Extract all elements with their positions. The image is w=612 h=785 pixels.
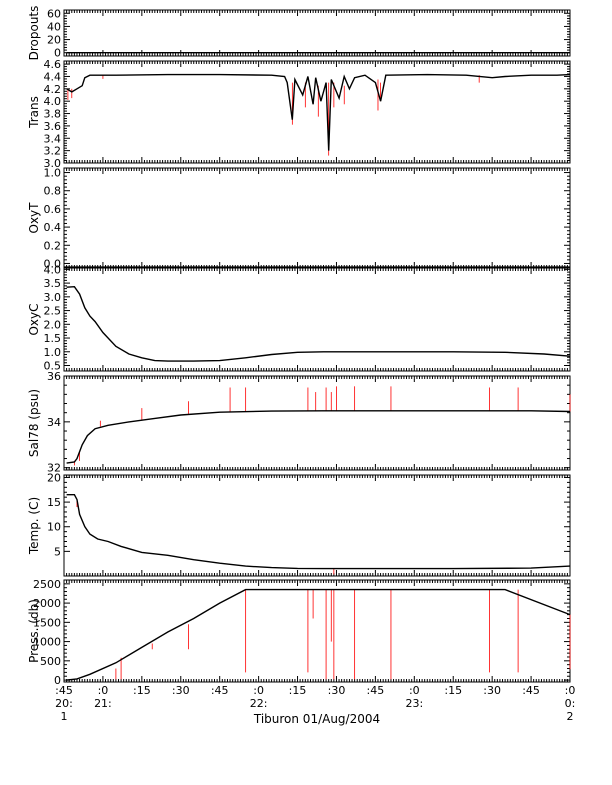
y-tick-label: 0 [54,674,61,687]
y-axis-label-trans: Trans [27,96,41,129]
panel-temp: 5 10 15 20 Temp. (C) [27,471,571,577]
y-tick-label: 3.0 [44,157,62,170]
x-tick-label: :0 [253,684,264,697]
y-tick-label: 0.5 [44,360,62,373]
series-line-sal78 [66,410,571,464]
y-tick-label: 2500 [33,578,61,591]
y-tick-label: 4.4 [44,70,62,83]
series-line-press [66,588,571,681]
x-tick-label: :30 [483,684,501,697]
panel-frame [63,9,571,57]
x-tick-label: :45 [522,684,540,697]
x-tick-label: :0 [409,684,420,697]
y-tick-label: 3.6 [44,120,62,133]
x-day-label: 2 [567,710,574,723]
panel-frame [63,375,571,471]
y-tick-label: 1.5 [44,332,62,345]
y-tick-label: 20 [47,471,61,484]
y-tick-label: 2000 [33,597,61,610]
y-tick-label: 40 [47,20,61,33]
x-hour-label: 22: [250,697,268,710]
x-tick-label: :15 [444,684,462,697]
series-line-oxyc [66,285,571,362]
y-axis-label-oxyc: OxyC [27,303,41,335]
panel-frame [63,167,571,269]
panel-oxyt: 0.0 0.2 0.4 0.6 0.8 1.0 OxyT [27,167,571,270]
y-tick-label: 60 [47,7,61,20]
panel-sal78: 32 34 36 Sal78 (psu) [27,370,571,475]
y-tick-label: 3.0 [44,291,62,304]
y-axis-label-dropouts: Dropouts [27,6,41,61]
x-tick-label: :45 [55,684,73,697]
y-tick-label: 0.0 [44,257,62,270]
y-tick-label: 15 [47,496,61,509]
y-tick-label: 0.8 [44,185,62,198]
y-tick-label: 34 [47,416,61,429]
y-tick-label: 36 [47,370,61,383]
y-tick-label: 2.0 [44,318,62,331]
panel-frame [63,579,571,683]
panel-frame [63,474,571,577]
x-hour-label: 20: [55,697,73,710]
y-tick-label: 3.5 [44,277,62,290]
panel-oxyc: 0.51.01.52.02.53.03.54.0 OxyC [27,263,571,373]
panel-press: 0 500 1000 1500 2000 2500 Press. (db) [27,578,571,687]
y-tick-label: 20 [47,34,61,47]
x-day-label: 1 [61,710,68,723]
y-tick-label: 1.0 [44,167,62,180]
y-tick-label: 32 [47,462,61,475]
x-axis-label: Tiburon 01/Aug/2004 [253,712,380,726]
y-tick-label: 0 [54,47,61,60]
y-tick-label: 5 [54,545,61,558]
x-tick-label: :30 [328,684,346,697]
x-tick-label: :45 [211,684,229,697]
y-axis-label-sal78: Sal78 (psu) [27,389,41,457]
y-tick-label: 1500 [33,616,61,629]
x-hour-label: 21: [94,697,112,710]
x-hour-label: 23: [405,697,423,710]
y-tick-label: 3.2 [44,145,62,158]
y-tick-label: 3.4 [44,132,62,145]
panels-group: 0204060Dropouts3.03.23.43.63.84.04.24.44… [27,6,571,687]
series-line-trans [66,73,571,151]
y-tick-label: 1000 [33,636,61,649]
panel-frame [63,267,571,372]
y-tick-label: 0.2 [44,239,62,252]
panel-frame [63,60,571,164]
y-tick-label: 3.8 [44,108,62,121]
y-tick-label: 10 [47,521,61,534]
y-tick-label: 0.6 [44,203,62,216]
y-tick-label: 4.2 [44,83,62,96]
y-axis-label-press: Press. (db) [27,599,41,663]
y-tick-label: 2.5 [44,305,62,318]
y-tick-label: 4.0 [44,263,62,276]
y-tick-label: 1.0 [44,346,62,359]
y-tick-label: 4.0 [44,95,62,108]
panel-trans: 3.03.23.43.63.84.04.24.44.6 Trans [27,58,571,170]
y-tick-label: 4.6 [44,58,62,71]
time-axis: :4520:1:021::15:30:45:022::15:30:45:023:… [55,684,575,723]
x-tick-label: :0 [98,684,109,697]
x-tick-label: :15 [133,684,151,697]
x-tick-label: :45 [367,684,385,697]
x-tick-label: :15 [289,684,307,697]
series-line-temp [66,494,571,570]
y-axis-label-temp: Temp. (C) [27,497,41,555]
x-tick-label: :30 [172,684,190,697]
x-hour-label: 0: [565,697,576,710]
y-tick-label: 500 [40,655,61,668]
x-tick-label: :0 [565,684,576,697]
y-tick-label: 0.4 [44,221,62,234]
y-axis-label-oxyt: OxyT [27,202,41,234]
